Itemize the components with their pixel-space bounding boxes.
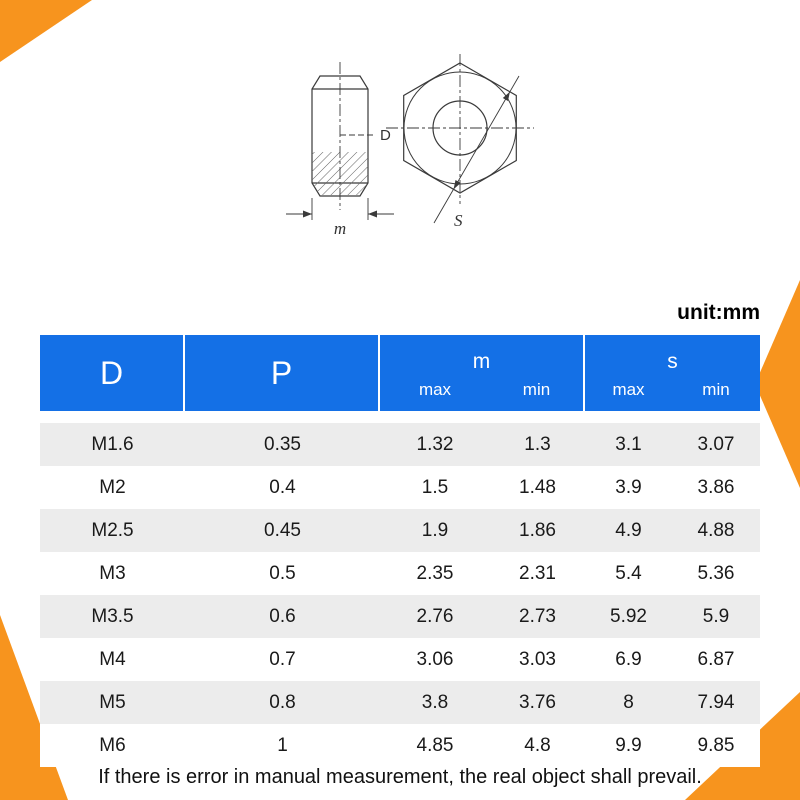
cell-m-max: 2.76 — [380, 595, 490, 638]
spec-row: M2.5 0.45 1.9 1.86 4.9 4.88 — [40, 509, 760, 552]
spec-row: M6 1 4.85 4.8 9.9 9.85 — [40, 724, 760, 767]
cell-s-max: 9.9 — [585, 724, 672, 767]
spec-row: M4 0.7 3.06 3.03 6.9 6.87 — [40, 638, 760, 681]
dim-label-m: m — [334, 219, 346, 238]
cell-s-min: 5.9 — [672, 595, 760, 638]
cell-m-min: 3.76 — [490, 681, 585, 724]
disclaimer-text: If there is error in manual measurement,… — [98, 766, 702, 788]
cell-pitch: 0.45 — [185, 509, 380, 552]
cell-thread-size: M3 — [40, 552, 185, 595]
cell-m-min: 1.3 — [490, 423, 585, 466]
header-col-d: D — [40, 335, 185, 411]
cell-thread-size: M4 — [40, 638, 185, 681]
cell-pitch: 0.4 — [185, 466, 380, 509]
hexagon-outline — [403, 62, 517, 194]
cell-s-max: 3.9 — [585, 466, 672, 509]
cell-m-min: 3.03 — [490, 638, 585, 681]
corner-accent-top-left — [0, 0, 92, 62]
cell-m-min: 2.73 — [490, 595, 585, 638]
cell-thread-size: M6 — [40, 724, 185, 767]
cell-thread-size: M2.5 — [40, 509, 185, 552]
cell-thread-size: M5 — [40, 681, 185, 724]
cell-m-min: 1.86 — [490, 509, 585, 552]
cell-m-max: 4.85 — [380, 724, 490, 767]
cell-s-max: 5.92 — [585, 595, 672, 638]
header-col-m: m — [380, 335, 585, 377]
cell-thread-size: M3.5 — [40, 595, 185, 638]
header-m-min: min — [490, 377, 585, 411]
cell-s-min: 5.36 — [672, 552, 760, 595]
cell-m-min: 4.8 — [490, 724, 585, 767]
nut-front-view — [386, 54, 534, 224]
cell-pitch: 0.8 — [185, 681, 380, 724]
hex-nut-technical-drawing: D m S — [286, 54, 534, 238]
cell-pitch: 1 — [185, 724, 380, 767]
header-col-p: P — [185, 335, 380, 411]
cell-pitch: 0.7 — [185, 638, 380, 681]
s-arrow-lower — [453, 180, 461, 190]
s-arrow-upper — [502, 91, 510, 101]
cell-m-min: 2.31 — [490, 552, 585, 595]
dim-arrow-left — [303, 210, 312, 218]
header-body-gap — [40, 411, 760, 423]
cell-s-max: 5.4 — [585, 552, 672, 595]
cell-s-max: 3.1 — [585, 423, 672, 466]
cell-s-max: 6.9 — [585, 638, 672, 681]
cell-s-max: 8 — [585, 681, 672, 724]
dim-label-s: S — [454, 211, 463, 230]
spec-row: M3.5 0.6 2.76 2.73 5.92 5.9 — [40, 595, 760, 638]
cell-thread-size: M2 — [40, 466, 185, 509]
cell-m-max: 1.9 — [380, 509, 490, 552]
header-s-max: max — [585, 377, 672, 411]
s-dim-line — [433, 75, 520, 224]
spec-row: M1.6 0.35 1.32 1.3 3.1 3.07 — [40, 423, 760, 466]
spec-row: M2 0.4 1.5 1.48 3.9 3.86 — [40, 466, 760, 509]
cell-m-max: 2.35 — [380, 552, 490, 595]
cell-pitch: 0.5 — [185, 552, 380, 595]
unit-label: unit:mm — [677, 301, 760, 324]
cell-s-max: 4.9 — [585, 509, 672, 552]
spec-table: D P m s max min max min M1.6 0.35 1.32 1… — [40, 335, 760, 767]
cell-pitch: 0.35 — [185, 423, 380, 466]
cell-s-min: 3.86 — [672, 466, 760, 509]
spec-table-header: D P m s max min max min — [40, 335, 760, 411]
cell-m-min: 1.48 — [490, 466, 585, 509]
cell-s-min: 7.94 — [672, 681, 760, 724]
spec-table-body: M1.6 0.35 1.32 1.3 3.1 3.07 M2 0.4 1.5 1… — [40, 411, 760, 767]
cell-s-min: 6.87 — [672, 638, 760, 681]
header-m-max: max — [380, 377, 490, 411]
cell-s-min: 9.85 — [672, 724, 760, 767]
corner-accent-right — [755, 280, 800, 488]
dim-arrow-right — [368, 210, 377, 218]
cell-s-min: 4.88 — [672, 509, 760, 552]
spec-row: M5 0.8 3.8 3.76 8 7.94 — [40, 681, 760, 724]
spec-row: M3 0.5 2.35 2.31 5.4 5.36 — [40, 552, 760, 595]
cell-s-min: 3.07 — [672, 423, 760, 466]
header-s-min: min — [672, 377, 760, 411]
cell-thread-size: M1.6 — [40, 423, 185, 466]
cell-pitch: 0.6 — [185, 595, 380, 638]
cell-m-max: 3.06 — [380, 638, 490, 681]
cell-m-max: 1.32 — [380, 423, 490, 466]
cell-m-max: 1.5 — [380, 466, 490, 509]
header-col-s: s — [585, 335, 760, 377]
nut-side-view — [286, 62, 394, 220]
dim-label-d: D — [380, 127, 391, 144]
cell-m-max: 3.8 — [380, 681, 490, 724]
